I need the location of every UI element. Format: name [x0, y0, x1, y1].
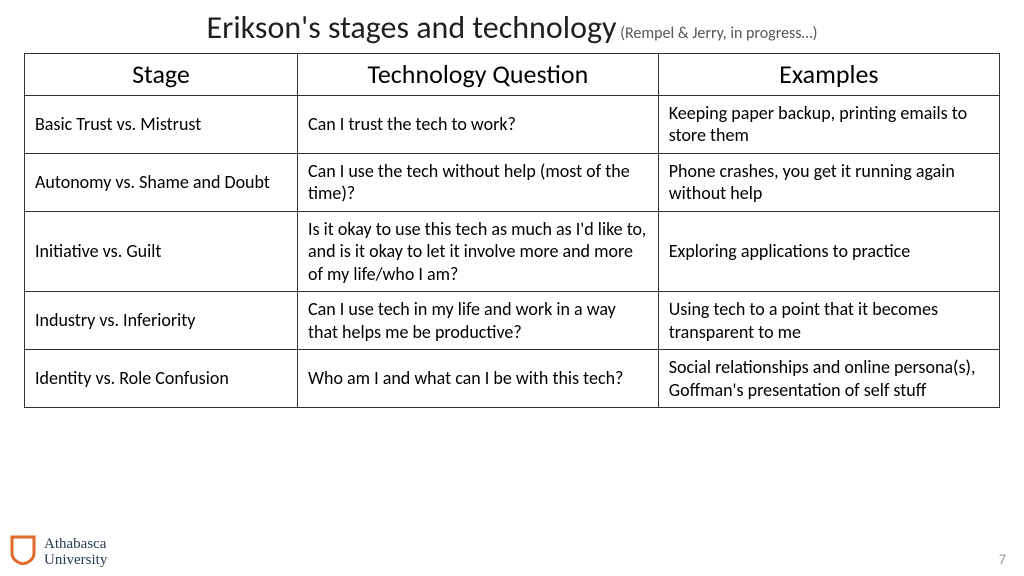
title-main: Erikson's stages and technology — [207, 8, 617, 47]
col-header-question: Technology Question — [298, 54, 659, 96]
cell-stage: Industry vs. Inferiority — [25, 292, 298, 350]
col-header-stage: Stage — [25, 54, 298, 96]
cell-stage: Basic Trust vs. Mistrust — [25, 95, 298, 153]
table-row: Autonomy vs. Shame and Doubt Can I use t… — [25, 153, 1000, 211]
institution-name: Athabasca University — [44, 537, 107, 569]
cell-question: Can I trust the tech to work? — [298, 95, 659, 153]
cell-stage: Identity vs. Role Confusion — [25, 350, 298, 408]
table-header-row: Stage Technology Question Examples — [25, 54, 1000, 96]
table-row: Identity vs. Role Confusion Who am I and… — [25, 350, 1000, 408]
cell-example: Using tech to a point that it becomes tr… — [658, 292, 999, 350]
stages-table: Stage Technology Question Examples Basic… — [24, 53, 1000, 408]
slide-title: Erikson's stages and technology (Rempel … — [24, 8, 1000, 47]
cell-example: Exploring applications to practice — [658, 211, 999, 292]
cell-stage: Initiative vs. Guilt — [25, 211, 298, 292]
shield-icon — [10, 535, 36, 570]
cell-stage: Autonomy vs. Shame and Doubt — [25, 153, 298, 211]
table-row: Industry vs. Inferiority Can I use tech … — [25, 292, 1000, 350]
cell-question: Is it okay to use this tech as much as I… — [298, 211, 659, 292]
institution-line1: Athabasca — [44, 537, 107, 553]
title-sub: (Rempel & Jerry, in progress…) — [620, 24, 817, 43]
cell-question: Can I use tech in my life and work in a … — [298, 292, 659, 350]
footer-logo: Athabasca University — [10, 535, 107, 570]
cell-question: Who am I and what can I be with this tec… — [298, 350, 659, 408]
table-row: Basic Trust vs. Mistrust Can I trust the… — [25, 95, 1000, 153]
table-row: Initiative vs. Guilt Is it okay to use t… — [25, 211, 1000, 292]
cell-example: Phone crashes, you get it running again … — [658, 153, 999, 211]
cell-example: Keeping paper backup, printing emails to… — [658, 95, 999, 153]
institution-line2: University — [44, 553, 107, 569]
cell-question: Can I use the tech without help (most of… — [298, 153, 659, 211]
page-number: 7 — [999, 551, 1006, 568]
cell-example: Social relationships and online persona(… — [658, 350, 999, 408]
col-header-examples: Examples — [658, 54, 999, 96]
